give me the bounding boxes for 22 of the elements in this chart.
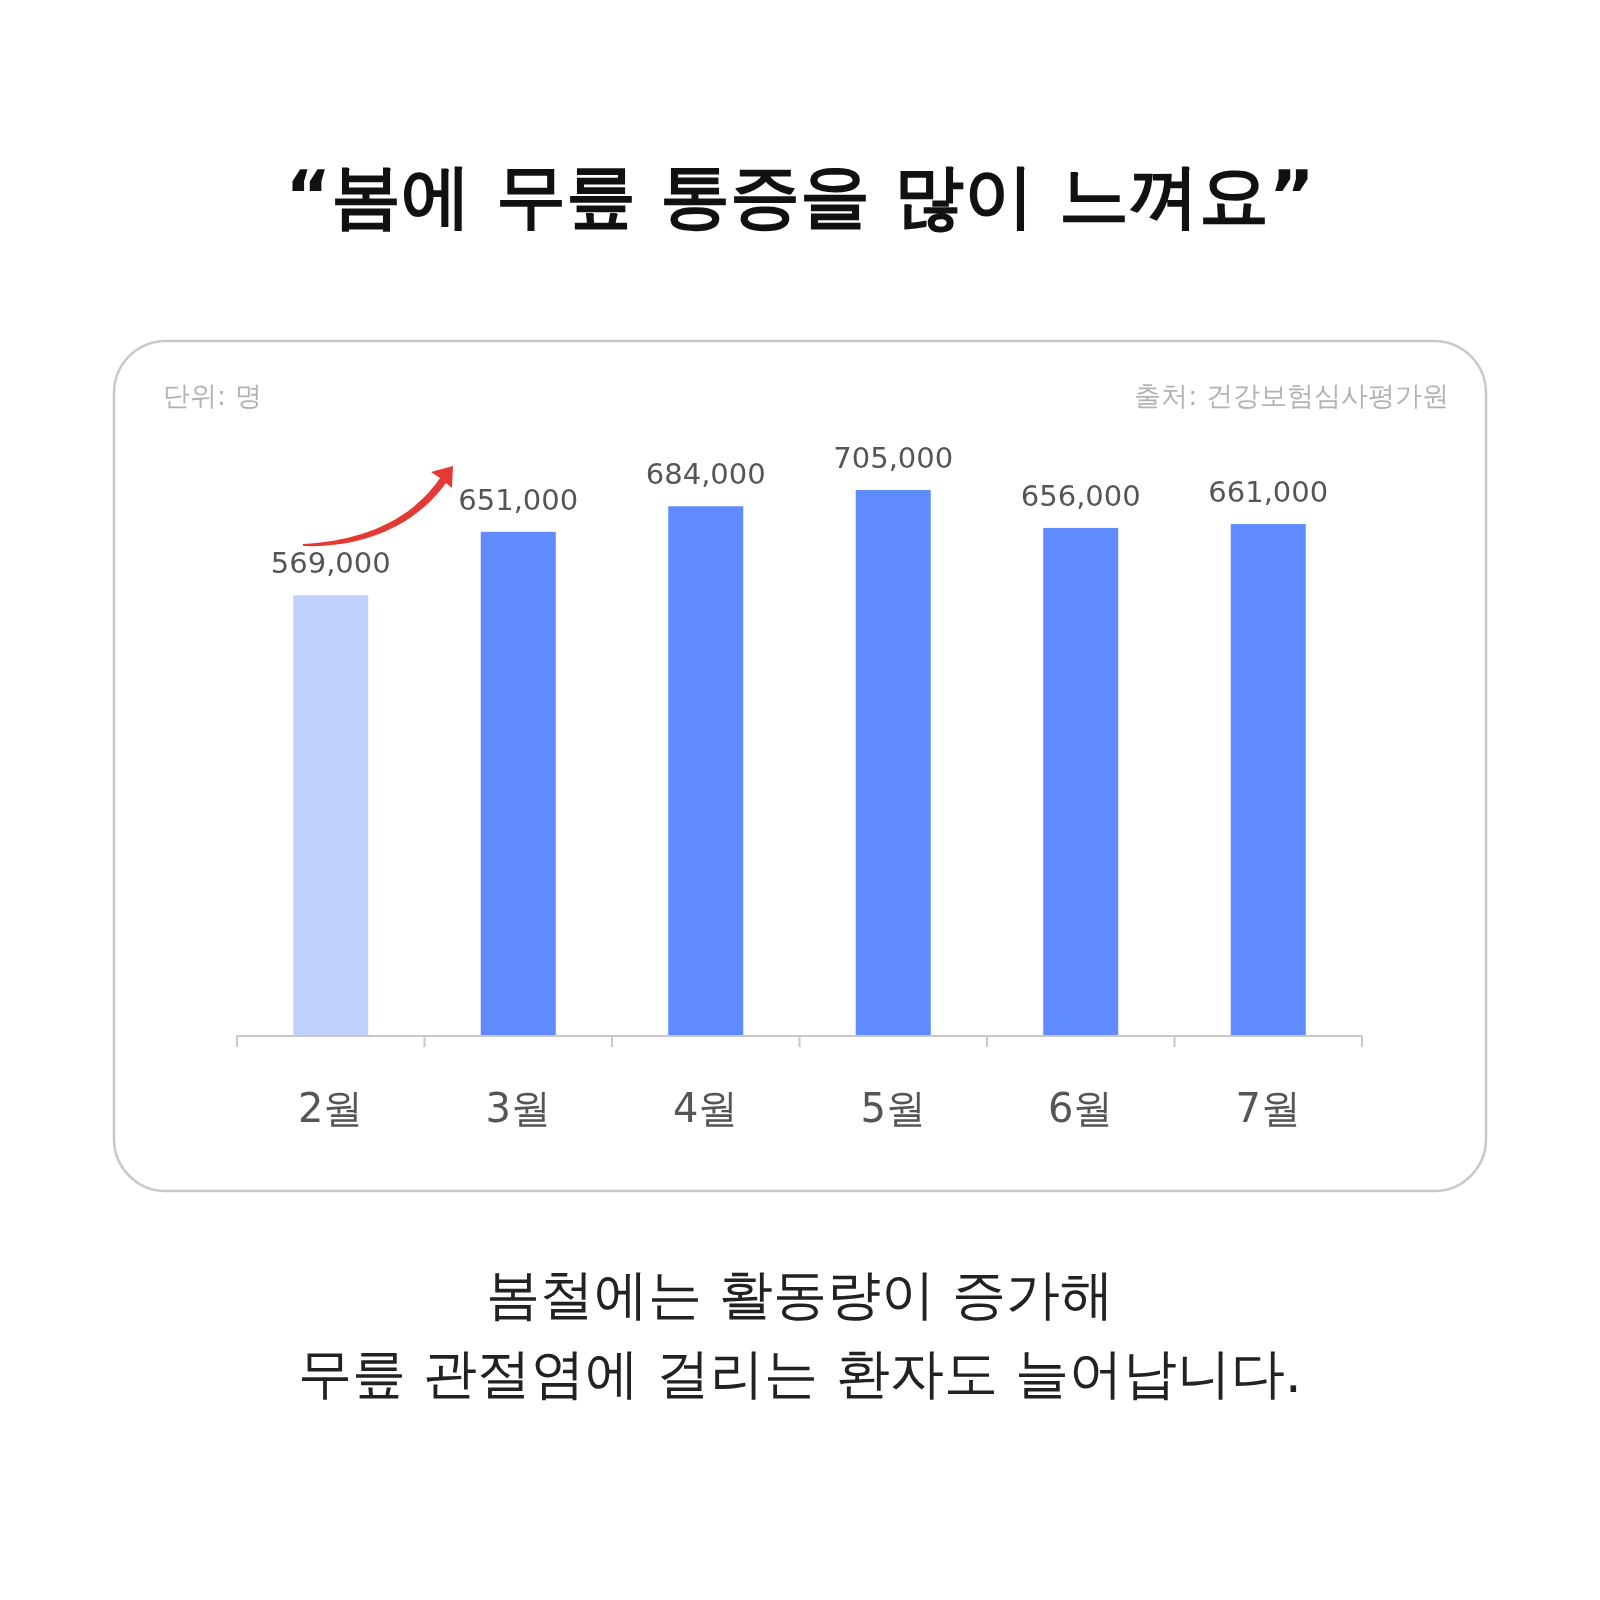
bar bbox=[1230, 524, 1306, 1036]
x-tick-label: 3월 bbox=[485, 1085, 551, 1131]
source-note: 출처: 건강보험심사평가원 bbox=[1134, 380, 1449, 411]
x-tick-label: 4월 bbox=[673, 1085, 739, 1131]
data-label: 705,000 bbox=[833, 441, 954, 475]
bar bbox=[855, 490, 931, 1036]
chart-title: “봄에 무릎 통증을 많이 느껴요” bbox=[285, 155, 1315, 237]
x-tick-label: 2월 bbox=[298, 1085, 364, 1131]
bar bbox=[1043, 527, 1119, 1036]
data-label: 656,000 bbox=[1020, 478, 1141, 513]
data-label: 684,000 bbox=[645, 457, 766, 492]
text: 봄철에는 활동량이 증가해 무릎 관절염에 걸리는 환자도 늘어납니다. bbox=[298, 1263, 1302, 1405]
data-label: 569,000 bbox=[270, 546, 391, 581]
data-label: 651,000 bbox=[458, 482, 579, 517]
text: 단위: 명 bbox=[163, 380, 262, 411]
x-tick-label: 5월 bbox=[860, 1085, 926, 1131]
bar bbox=[293, 595, 369, 1036]
data-label: 661,000 bbox=[1208, 475, 1329, 510]
bar bbox=[668, 506, 744, 1036]
x-tick-label: 7월 bbox=[1235, 1085, 1301, 1131]
bar bbox=[480, 531, 556, 1036]
x-tick-label: 6월 bbox=[1048, 1085, 1114, 1131]
